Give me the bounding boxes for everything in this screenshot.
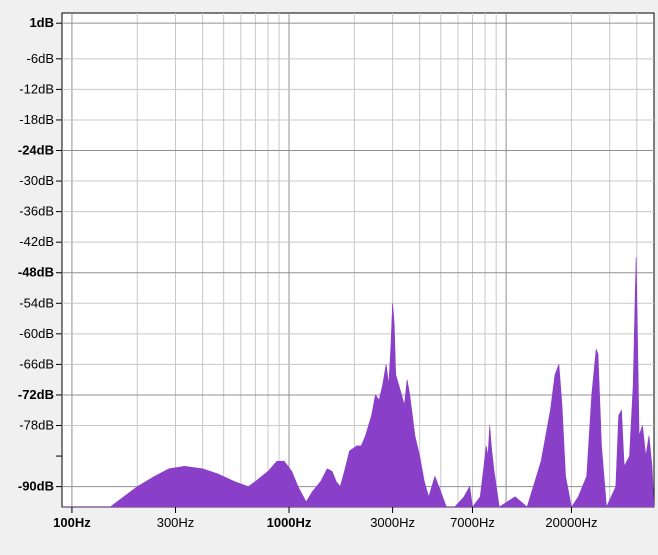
y-tick-label: -42dB [19, 234, 54, 249]
x-tick-label: 7000Hz [450, 515, 495, 530]
x-tick-label: 1000Hz [267, 515, 312, 530]
x-tick-label: 3000Hz [370, 515, 415, 530]
spectrum-area [62, 257, 655, 509]
x-tick-label: 300Hz [157, 515, 195, 530]
x-tick-label: 100Hz [53, 515, 91, 530]
y-tick-label: -54dB [19, 295, 54, 310]
y-tick-label: -6dB [27, 51, 54, 66]
grid-lines [62, 13, 654, 507]
plot-background [61, 12, 655, 508]
y-tick-label: -78dB [19, 418, 54, 433]
y-tick-label: -90dB [18, 479, 54, 494]
y-tick-label: -66dB [19, 356, 54, 371]
y-tick-label: -48dB [18, 265, 54, 280]
x-tick-label: 20000Hz [545, 515, 597, 530]
y-tick-label: -36dB [19, 204, 54, 219]
y-tick-label: -72dB [18, 387, 54, 402]
y-tick-label: -60dB [19, 326, 54, 341]
y-tick-label: 1dB [29, 15, 54, 30]
y-tick-label: -24dB [18, 143, 54, 158]
y-tick-label: -30dB [19, 173, 54, 188]
spectrum-series-area [62, 257, 655, 509]
y-tick-label: -18dB [19, 112, 54, 127]
x-axis-ticks: 100Hz 300Hz 1000Hz 3000Hz 7000Hz 20000Hz [53, 507, 597, 530]
y-tick-label: -12dB [19, 81, 54, 96]
y-axis-ticks: 1dB -6dB -12dB -18dB -24dB -30dB -36dB -42dB -48… [18, 15, 62, 494]
